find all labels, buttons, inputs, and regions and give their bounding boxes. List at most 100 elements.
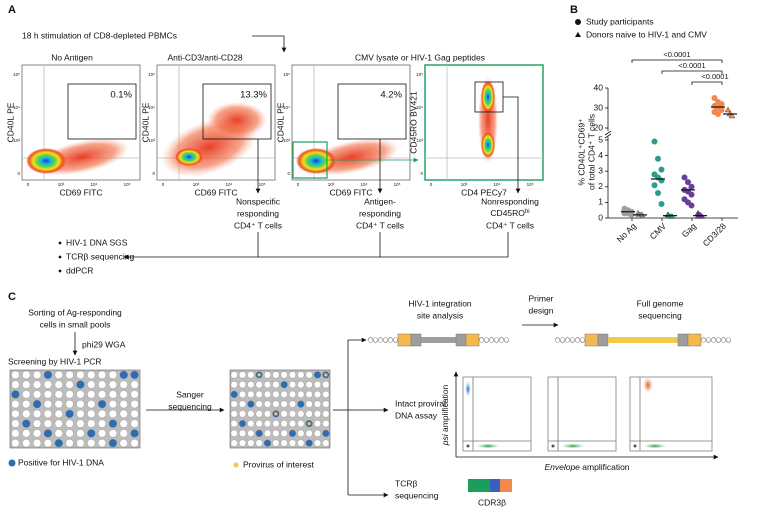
data-point — [711, 95, 718, 101]
axis-break — [604, 130, 612, 136]
well — [272, 371, 280, 379]
well — [305, 390, 313, 398]
population-label: Antigen- — [364, 196, 396, 206]
well — [65, 409, 74, 418]
well — [314, 400, 321, 408]
well — [119, 390, 128, 399]
ddpcr-plot — [629, 376, 713, 452]
well — [247, 371, 255, 379]
well — [289, 400, 296, 408]
data-point — [715, 111, 721, 117]
population-label: CD45ROhi — [490, 208, 529, 218]
flow-tick-label: 10⁴ — [361, 182, 368, 187]
axis-title-italic: Envelope — [544, 462, 580, 472]
well — [322, 429, 330, 437]
well — [76, 439, 85, 448]
well — [65, 400, 74, 409]
flow-tick-label: 10⁵ — [416, 72, 423, 77]
p-value: <0.0001 — [678, 61, 705, 70]
well — [289, 390, 296, 398]
well — [305, 371, 313, 379]
population-label: CD4⁺ T cells — [234, 220, 282, 230]
isa-label: site analysis — [417, 310, 463, 320]
well — [22, 429, 31, 438]
flow-tick-label: 10⁴ — [226, 182, 233, 187]
droplet-cluster — [476, 443, 500, 449]
flow-tick-label: 10⁴ — [148, 105, 155, 110]
assay-label: ddPCR — [66, 265, 93, 275]
primer-label: Primer — [528, 293, 553, 303]
significance-bracket — [691, 81, 723, 85]
well — [130, 409, 139, 418]
screening-label: Screening by HIV-1 PCR — [8, 356, 102, 366]
well-plate — [9, 369, 141, 449]
x-axis-label: CD69 FITC — [60, 187, 103, 197]
y-axis-title: % CD40L⁺CD69⁺ — [576, 118, 586, 186]
well — [65, 419, 74, 428]
flow-tick-label: 10³ — [283, 138, 290, 143]
well — [108, 439, 117, 448]
well — [239, 410, 246, 418]
flow-tick-label: 10⁵ — [283, 72, 290, 77]
panel-label: C — [8, 291, 16, 303]
well — [239, 381, 246, 389]
well — [280, 410, 288, 418]
provirus-marker — [274, 412, 278, 416]
tcr-segment — [490, 479, 500, 492]
flow-tick-label: 10⁴ — [91, 182, 98, 187]
well — [98, 400, 107, 409]
data-point — [688, 191, 695, 198]
well — [239, 420, 246, 428]
well — [239, 400, 246, 408]
well — [264, 439, 271, 447]
legend-marker — [8, 459, 16, 467]
data-point — [688, 202, 695, 209]
well — [322, 400, 330, 408]
well — [43, 419, 52, 428]
x-axis-label: CD4 PECy7 — [461, 187, 507, 197]
population-label: responding — [359, 208, 401, 218]
well — [11, 380, 20, 389]
well — [108, 429, 117, 438]
population-label: Nonresponding — [481, 196, 539, 206]
flow-density — [296, 148, 336, 174]
well — [297, 381, 305, 389]
well — [247, 410, 255, 418]
fgs-label: Full genome — [637, 298, 684, 308]
y-axis-title: psi amplification — [440, 384, 450, 446]
well — [87, 409, 96, 418]
genome-box — [455, 333, 467, 347]
well — [54, 390, 63, 399]
data-point — [658, 166, 665, 173]
gate-percent: 13.3% — [240, 90, 267, 101]
well — [230, 390, 238, 398]
y-tick-label: 20 — [594, 122, 604, 132]
well — [255, 381, 263, 389]
tcr-segment — [468, 479, 490, 492]
well — [264, 381, 271, 389]
well — [76, 370, 85, 379]
well — [76, 409, 85, 418]
well — [98, 429, 107, 438]
ipda-label: DNA assay — [395, 410, 438, 420]
well — [87, 370, 96, 379]
panel-label: B — [570, 4, 578, 16]
x-tick-label: CMV — [648, 221, 669, 242]
well — [98, 419, 107, 428]
well — [119, 380, 128, 389]
ltr — [687, 333, 702, 347]
well — [54, 370, 63, 379]
flow-tick-label: 10³ — [461, 182, 468, 187]
well — [255, 390, 263, 398]
well — [280, 381, 288, 389]
well — [247, 381, 255, 389]
well — [247, 390, 255, 398]
well — [108, 419, 117, 428]
well — [264, 410, 271, 418]
well — [239, 439, 246, 447]
well — [272, 390, 280, 398]
x-axis-label: CD69 FITC — [330, 187, 373, 197]
population-label: CD4⁺ T cells — [486, 220, 534, 230]
well — [272, 439, 280, 447]
well — [247, 400, 255, 408]
